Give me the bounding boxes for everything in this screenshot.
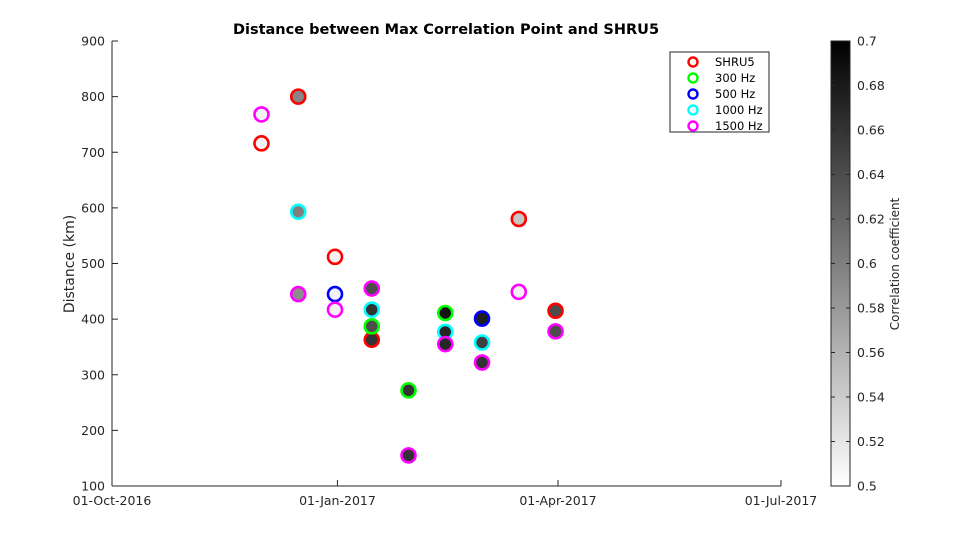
colorbar-tick-label: 0.66 xyxy=(857,123,885,138)
colorbar-tick-label: 0.7 xyxy=(857,34,877,49)
legend-marker xyxy=(687,88,699,100)
point-1500-hz xyxy=(510,283,528,301)
x-ticks: 01-Oct-2016 01-Jan-2017 01-Apr-2017 01-Jul-… xyxy=(73,480,818,508)
y-tick-label: 700 xyxy=(81,145,105,160)
legend-marker xyxy=(687,56,699,68)
y-tick-label: 100 xyxy=(81,479,105,494)
point-1000-hz xyxy=(363,301,381,318)
data-points xyxy=(253,88,564,464)
point-1500-hz xyxy=(473,354,491,371)
colorbar-tick-label: 0.52 xyxy=(857,434,885,449)
point-shru5 xyxy=(363,331,381,349)
colorbar-tick-label: 0.64 xyxy=(857,167,885,182)
colorbar-tick-label: 0.62 xyxy=(857,212,885,227)
legend-label: SHRU5 xyxy=(715,55,755,69)
legend-label: 500 Hz xyxy=(715,87,755,101)
colorbar-tick-label: 0.56 xyxy=(857,345,885,360)
point-shru5 xyxy=(326,248,344,266)
point-300-hz xyxy=(436,304,454,322)
colorbar-tick-label: 0.6 xyxy=(857,256,877,271)
y-tick-label: 200 xyxy=(81,423,105,438)
chart-title: Distance between Max Correlation Point a… xyxy=(233,22,659,38)
y-tick-label: 500 xyxy=(81,256,105,271)
colorbar-tick-label: 0.58 xyxy=(857,301,885,316)
legend-box xyxy=(669,51,770,133)
y-tick-label: 800 xyxy=(81,89,105,104)
y-tick-label: 900 xyxy=(81,34,105,49)
legend-label: 1500 Hz xyxy=(715,119,763,133)
legend-label: 300 Hz xyxy=(715,71,755,85)
point-1500-hz xyxy=(400,447,417,464)
point-300-hz xyxy=(400,382,417,399)
colorbar-tick-label: 0.5 xyxy=(857,479,877,494)
point-1500-hz xyxy=(253,106,270,123)
legend-marker xyxy=(687,72,699,84)
colorbar: 0.5 0.52 0.54 0.56 0.58 0.6 0.62 0.64 0.66 0.68 0.… xyxy=(830,34,885,494)
point-1500-hz xyxy=(547,323,564,340)
x-tick-label: 01-Oct-2016 xyxy=(73,493,152,508)
point-1000-hz xyxy=(289,203,307,221)
y-ticks: 100 200 300 400 500 600 700 800 900 xyxy=(81,34,118,494)
legend-marker xyxy=(687,120,699,132)
x-tick-label: 01-Apr-2017 xyxy=(519,493,596,508)
point-300-hz xyxy=(363,318,381,335)
legend-marker xyxy=(687,104,699,116)
point-500-hz xyxy=(473,310,491,327)
y-tick-label: 600 xyxy=(81,200,105,215)
colorbar-tick-label: 0.68 xyxy=(857,78,885,93)
point-500-hz xyxy=(326,285,344,303)
y-tick-label: 400 xyxy=(81,312,105,327)
point-shru5 xyxy=(510,210,528,228)
y-axis-label: Distance (km) xyxy=(62,215,78,313)
colorbar-tick-label: 0.54 xyxy=(857,390,885,405)
point-shru5 xyxy=(547,302,564,320)
y-tick-label: 300 xyxy=(81,367,105,382)
point-1500-hz xyxy=(326,301,344,318)
legend: SHRU5 300 Hz 500 Hz 1000 Hz 1500 Hz xyxy=(669,51,770,133)
x-tick-label: 01-Jan-2017 xyxy=(299,493,376,508)
point-1000-hz xyxy=(473,334,491,351)
colorbar-label: Correlation coefficient xyxy=(888,197,902,330)
x-tick-label: 01-Jul-2017 xyxy=(745,493,818,508)
point-1500-hz xyxy=(436,335,454,353)
point-shru5 xyxy=(289,88,307,105)
point-1500-hz xyxy=(363,280,381,297)
legend-label: 1000 Hz xyxy=(715,103,763,117)
point-1500-hz xyxy=(289,285,307,303)
point-shru5 xyxy=(253,135,270,152)
